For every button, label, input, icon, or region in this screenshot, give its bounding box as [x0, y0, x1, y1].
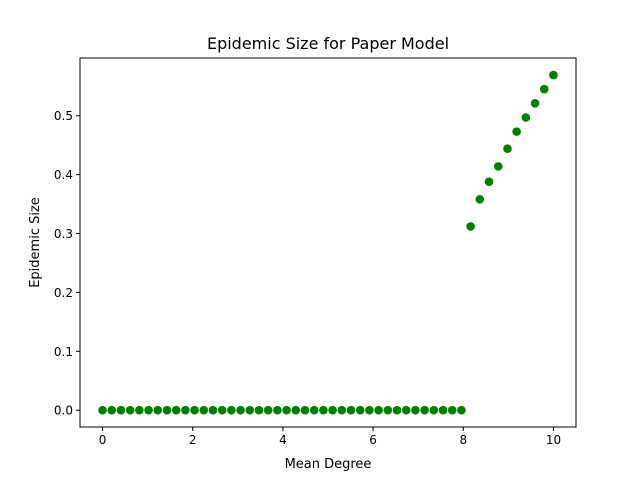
data-point: [98, 405, 107, 415]
x-tick-label: 0: [99, 433, 107, 447]
y-tick-label: 0.3: [54, 227, 73, 241]
data-point: [521, 113, 531, 122]
data-point: [181, 405, 190, 415]
data-point: [208, 405, 218, 415]
data-point: [135, 405, 144, 415]
data-point: [420, 405, 429, 415]
data-point: [346, 405, 356, 415]
data-point: [457, 405, 466, 415]
data-point: [447, 405, 457, 415]
data-point: [466, 222, 475, 231]
y-tick-label: 0.2: [54, 286, 73, 300]
data-point: [549, 70, 558, 80]
data-point: [374, 405, 383, 415]
chart-title: Epidemic Size for Paper Model: [207, 34, 449, 53]
data-point: [319, 405, 328, 415]
data-point: [493, 162, 503, 171]
data-point: [300, 405, 310, 415]
data-point: [199, 405, 209, 415]
data-point: [484, 177, 494, 186]
data-point: [383, 405, 393, 415]
y-tick-label: 0.1: [54, 345, 73, 359]
data-points: [98, 70, 558, 415]
data-point: [411, 405, 420, 415]
data-point: [355, 405, 365, 415]
data-point: [162, 405, 172, 415]
data-point: [438, 405, 448, 415]
data-point: [539, 84, 549, 94]
x-tick-label: 10: [546, 433, 561, 447]
y-axis-ticks: 0.0 0.1 0.2 0.3 0.4 0.5: [54, 109, 80, 418]
y-axis-label: Epidemic Size: [28, 197, 43, 288]
data-point: [107, 405, 117, 415]
data-point: [512, 127, 521, 136]
data-point: [365, 405, 374, 415]
data-point: [282, 405, 291, 415]
plot-area-frame: [79, 57, 577, 428]
x-tick-label: 8: [459, 433, 467, 447]
x-tick-label: 4: [279, 433, 287, 447]
data-point: [503, 144, 512, 154]
data-point: [236, 405, 245, 415]
data-point: [401, 405, 411, 415]
data-point: [273, 405, 282, 415]
x-tick-label: 6: [369, 433, 377, 447]
data-point: [429, 405, 439, 415]
data-point: [217, 405, 227, 415]
x-tick-label: 2: [189, 433, 197, 447]
data-point: [530, 99, 540, 108]
y-tick-label: 0.4: [54, 168, 73, 182]
data-point: [337, 405, 347, 415]
data-point: [227, 405, 236, 415]
data-point: [392, 405, 402, 415]
data-point: [190, 405, 199, 415]
data-point: [328, 405, 337, 415]
data-point: [475, 195, 485, 204]
y-tick-label: 0.5: [54, 109, 73, 123]
data-point: [116, 405, 126, 415]
x-axis-ticks: 0 2 4 6 8 10: [99, 427, 561, 447]
data-point: [291, 405, 301, 415]
data-point: [263, 405, 273, 415]
y-tick-label: 0.0: [54, 404, 73, 418]
data-point: [144, 405, 153, 415]
data-point: [125, 405, 135, 415]
data-point: [171, 405, 181, 415]
data-point: [254, 405, 264, 415]
x-axis-label: Mean Degree: [285, 457, 372, 472]
data-point: [153, 405, 163, 415]
data-point: [309, 405, 319, 415]
data-point: [245, 405, 255, 415]
